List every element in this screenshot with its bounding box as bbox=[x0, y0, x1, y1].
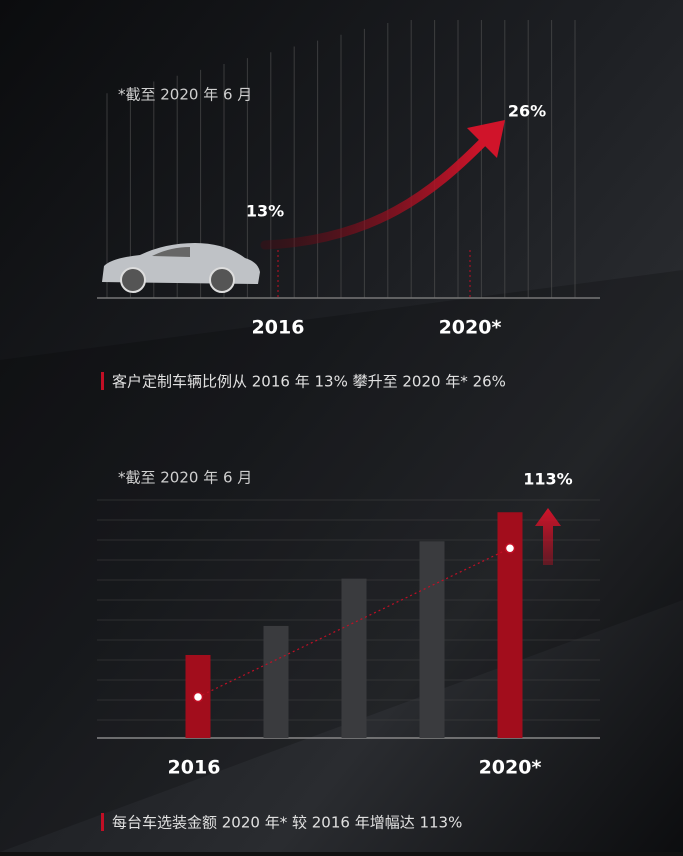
bar bbox=[342, 579, 367, 738]
caption-marker bbox=[101, 813, 104, 831]
trend-dot bbox=[194, 693, 203, 702]
caption-marker bbox=[101, 372, 104, 390]
trend-dot bbox=[506, 544, 515, 553]
page: {"chart_data": [ {"type": "arrow", "note… bbox=[0, 0, 683, 852]
annotation: 113% bbox=[523, 470, 572, 489]
x-tick-label: 2016 bbox=[252, 317, 305, 339]
bar bbox=[264, 626, 289, 738]
bar bbox=[420, 541, 445, 738]
note: *截至 2020 年 6 月 bbox=[118, 469, 252, 487]
caption: 每台车选装金额 2020 年* 较 2016 年增幅达 113% bbox=[112, 814, 462, 832]
x-tick-label: 2020* bbox=[439, 317, 502, 339]
caption: 客户定制车辆比例从 2016 年 13% 攀升至 2020 年* 26% bbox=[112, 373, 506, 391]
value-label: 13% bbox=[246, 202, 284, 221]
infographic: *截至 2020 年 6 月 客户定制车辆比例从 2016 年 13% 攀升至 … bbox=[0, 0, 683, 852]
value-label: 26% bbox=[508, 102, 546, 121]
x-tick-label: 2016 bbox=[168, 757, 221, 779]
note: *截至 2020 年 6 月 bbox=[118, 86, 252, 104]
x-tick-label: 2020* bbox=[479, 757, 542, 779]
